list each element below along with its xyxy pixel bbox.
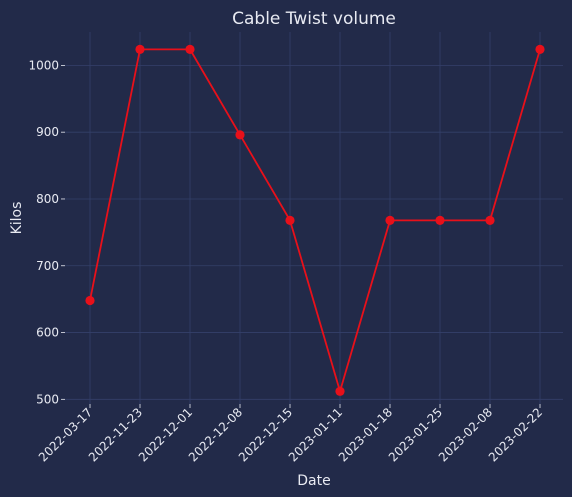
series-group — [85, 44, 545, 396]
y-tick-label: 900 — [36, 125, 59, 139]
y-tick-label: 600 — [36, 326, 59, 340]
data-point — [335, 386, 345, 396]
x-axis-label: Date — [297, 473, 330, 489]
y-tick-label: 800 — [36, 192, 59, 206]
y-tick-label: 1000 — [28, 58, 59, 72]
x-tick-label: 2023-02-22 — [486, 405, 545, 464]
data-point — [135, 44, 145, 54]
data-point — [535, 44, 545, 54]
y-tick-label: 500 — [36, 392, 59, 406]
y-axis: 500 600 700 800 900 1000 — [28, 58, 65, 406]
chart-title: Cable Twist volume — [232, 9, 396, 29]
series-line — [89, 48, 541, 393]
data-point — [385, 215, 395, 225]
data-point — [235, 130, 245, 140]
data-point — [435, 215, 445, 225]
y-tick-label: 700 — [36, 259, 59, 273]
data-point — [85, 295, 95, 306]
data-point — [185, 44, 195, 54]
x-axis: 2022-03-172022-11-232022-12-012022-12-08… — [36, 404, 545, 464]
data-point — [285, 215, 295, 225]
y-axis-label: Kilos — [9, 202, 25, 235]
data-point — [485, 215, 495, 225]
